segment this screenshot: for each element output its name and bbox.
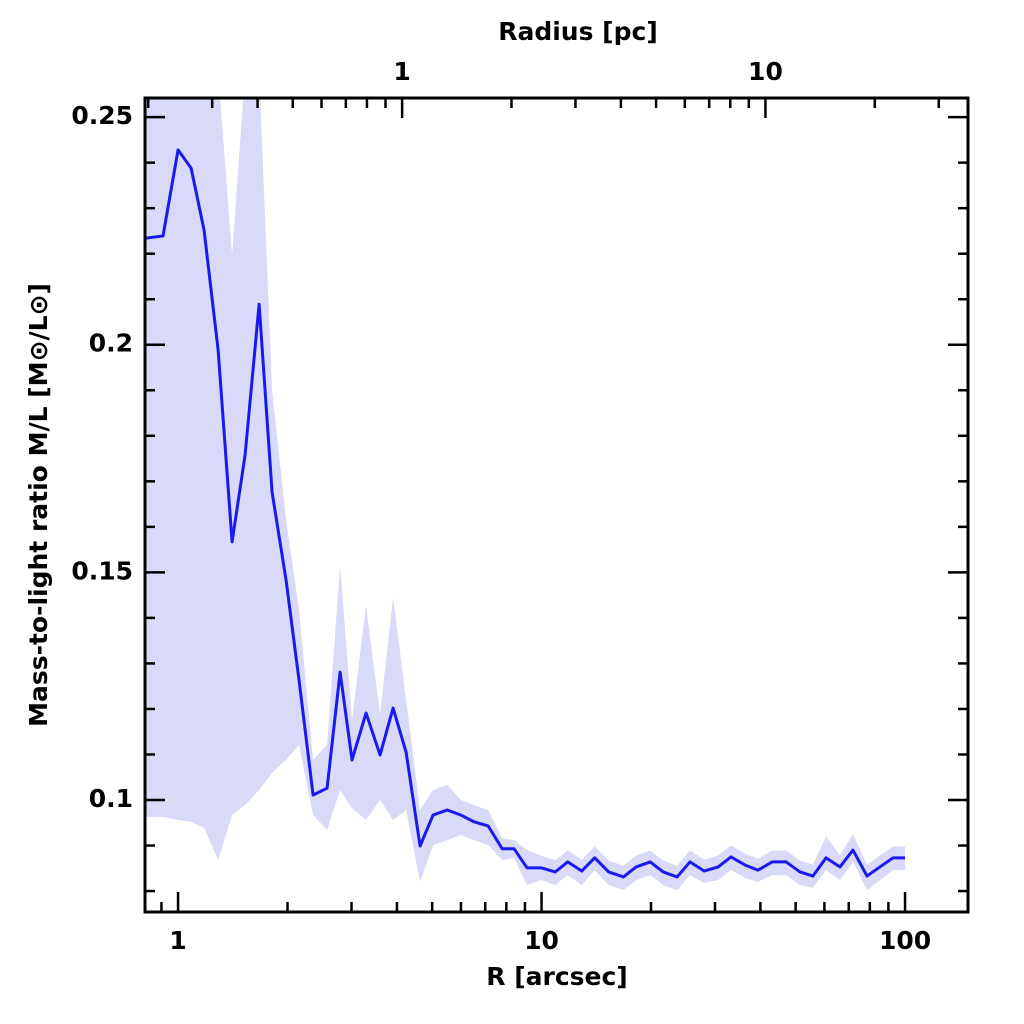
y-tick-label: 0.25 [71,101,133,130]
data-line [145,148,906,879]
top-tick-label: 1 [393,57,410,86]
top-tick-label: 10 [748,57,783,86]
plot-area [145,98,906,891]
y-tick-label: 0.15 [71,556,133,585]
top-axis-label: Radius [pc] [498,17,658,46]
plot-frame [143,96,970,914]
x-tick-label: 10 [524,926,559,955]
error-band [145,98,906,891]
x-tick-label: 1 [169,926,186,955]
y-tick-label: 0.2 [89,329,133,358]
y-tick-label: 0.1 [89,784,133,813]
x-tick-label: 100 [879,926,931,955]
x-axis-label: R [arcsec] [486,962,627,991]
y-axis-label: Mass-to-light ratio M/L [M⊙/L⊙] [24,283,53,727]
